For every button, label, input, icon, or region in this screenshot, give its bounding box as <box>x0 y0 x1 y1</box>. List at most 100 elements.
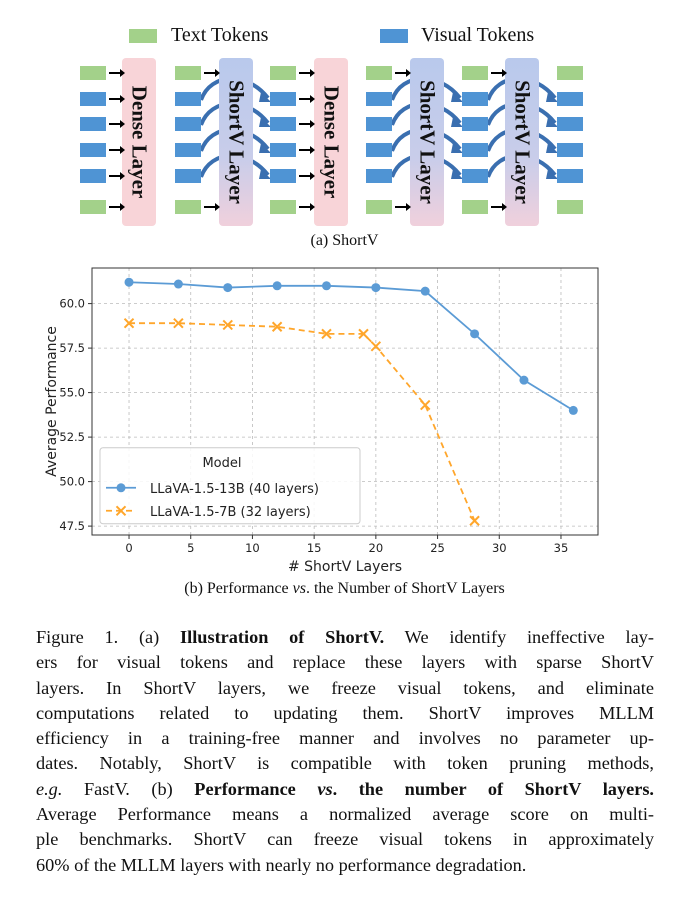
arrow-icon <box>299 146 315 154</box>
visual-token <box>80 143 106 157</box>
caption-bold: Performance <box>194 778 318 799</box>
legend-box <box>99 447 361 525</box>
layer-label: Dense Layer <box>319 85 344 199</box>
arrow-icon <box>299 120 315 128</box>
data-point <box>116 483 126 493</box>
arrow-icon <box>204 69 220 77</box>
subcap-b-vs: vs <box>292 580 306 597</box>
data-point <box>469 515 480 526</box>
x-tick-label: 20 <box>369 541 384 555</box>
data-point <box>370 341 382 352</box>
shortv-layer: ShortV Layer <box>410 58 444 226</box>
subcap-b-pre: (b) Performance <box>184 580 293 597</box>
text-token <box>270 200 296 214</box>
arrowhead-icon <box>259 169 271 179</box>
caption-line: efficiency in a training-free manner and… <box>36 728 654 749</box>
arrowhead-icon <box>546 92 558 102</box>
series-line-0 <box>128 281 574 412</box>
data-point <box>371 283 381 293</box>
subcaption-b: (b) Performance vs. the Number of ShortV… <box>0 580 689 598</box>
text-token <box>366 200 392 214</box>
caption-line: Average Performance means a normalized a… <box>36 804 654 825</box>
arrow-icon <box>109 120 125 128</box>
visual-token <box>462 169 488 183</box>
arrow-icon <box>395 69 411 77</box>
data-point <box>123 317 135 329</box>
arrowhead-icon <box>451 92 463 102</box>
shortv-layer: ShortV Layer <box>219 58 253 226</box>
text-token <box>175 200 201 214</box>
arrow-icon <box>109 95 125 103</box>
arrowhead-icon <box>546 169 558 179</box>
y-tick-label: 57.5 <box>59 341 85 355</box>
data-point <box>173 279 183 289</box>
arrow-icon <box>491 69 507 77</box>
subcaption-a: (a) ShortV <box>310 232 379 249</box>
data-point <box>358 328 369 340</box>
arrow-icon <box>395 203 411 211</box>
caption-line: 60% of the MLLM layers with nearly no pe… <box>36 854 527 875</box>
caption-text: Figure 1. (a) <box>36 627 181 647</box>
x-tick-label: 15 <box>307 541 322 555</box>
arrowhead-icon <box>451 169 463 179</box>
visual-token <box>270 169 296 183</box>
layer-label: ShortV Layer <box>415 80 440 204</box>
text-token <box>366 66 392 80</box>
visual-token <box>80 117 106 131</box>
arrow-icon <box>109 172 125 180</box>
visual-token <box>462 117 488 131</box>
arrowhead-icon <box>451 143 463 153</box>
legend-text-tokens: Text Tokens <box>171 24 269 46</box>
visual-token <box>270 117 296 131</box>
figure-caption: Figure 1. (a) Illustration of ShortV. We… <box>36 625 654 878</box>
arrowhead-icon <box>546 117 558 127</box>
visual-token <box>175 117 201 131</box>
data-point <box>272 281 282 291</box>
arrow-icon <box>109 69 125 77</box>
visual-token <box>557 143 583 157</box>
visual-token-swatch <box>380 29 408 43</box>
text-token <box>462 66 488 80</box>
text-token <box>557 200 583 214</box>
y-tick-label: 55.0 <box>59 386 85 400</box>
visual-token <box>270 92 296 106</box>
dense-layer: Dense Layer <box>122 58 156 226</box>
visual-token <box>270 143 296 157</box>
shortv-diagram: Text Tokens Visual Tokens Dense Layer Sho… <box>0 0 689 260</box>
plot-frame <box>91 267 599 536</box>
x-tick-label: 0 <box>125 541 132 555</box>
legend-label: LLaVA-1.5-7B (32 layers) <box>150 505 311 520</box>
visual-token <box>557 92 583 106</box>
visual-token <box>175 92 201 106</box>
data-point <box>115 505 127 516</box>
visual-token <box>557 117 583 131</box>
caption-bold-italic: vs <box>317 778 333 799</box>
caption-line: ple benchmarks. ShortV can freeze visual… <box>36 829 654 850</box>
text-token <box>557 66 583 80</box>
y-tick-label: 52.5 <box>59 430 85 444</box>
visual-token <box>462 92 488 106</box>
visual-token <box>366 92 392 106</box>
text-token <box>175 66 201 80</box>
arrowhead-icon <box>451 117 463 127</box>
caption-text: We identify ineffective lay- <box>384 627 654 647</box>
arrow-icon <box>299 69 315 77</box>
legend-title: Model <box>202 456 241 471</box>
text-token <box>462 200 488 214</box>
data-point <box>222 319 233 331</box>
visual-token <box>557 169 583 183</box>
data-point <box>223 283 233 293</box>
data-point <box>321 328 332 340</box>
data-point <box>321 281 331 291</box>
data-point <box>420 286 430 296</box>
shortv-layer: ShortV Layer <box>505 58 539 226</box>
layer-label: ShortV Layer <box>510 80 535 204</box>
visual-token <box>366 117 392 131</box>
x-axis-label: # ShortV Layers <box>288 559 402 575</box>
caption-italic: e.g. <box>36 778 63 799</box>
caption-line: layers. In ShortV layers, we freeze visu… <box>36 677 654 698</box>
subcap-b-post: . the Number of ShortV Layers <box>305 580 505 597</box>
arrowhead-icon <box>259 117 271 127</box>
legend-visual-tokens: Visual Tokens <box>421 24 535 46</box>
caption-line: ers for visual tokens and replace these … <box>36 652 654 673</box>
